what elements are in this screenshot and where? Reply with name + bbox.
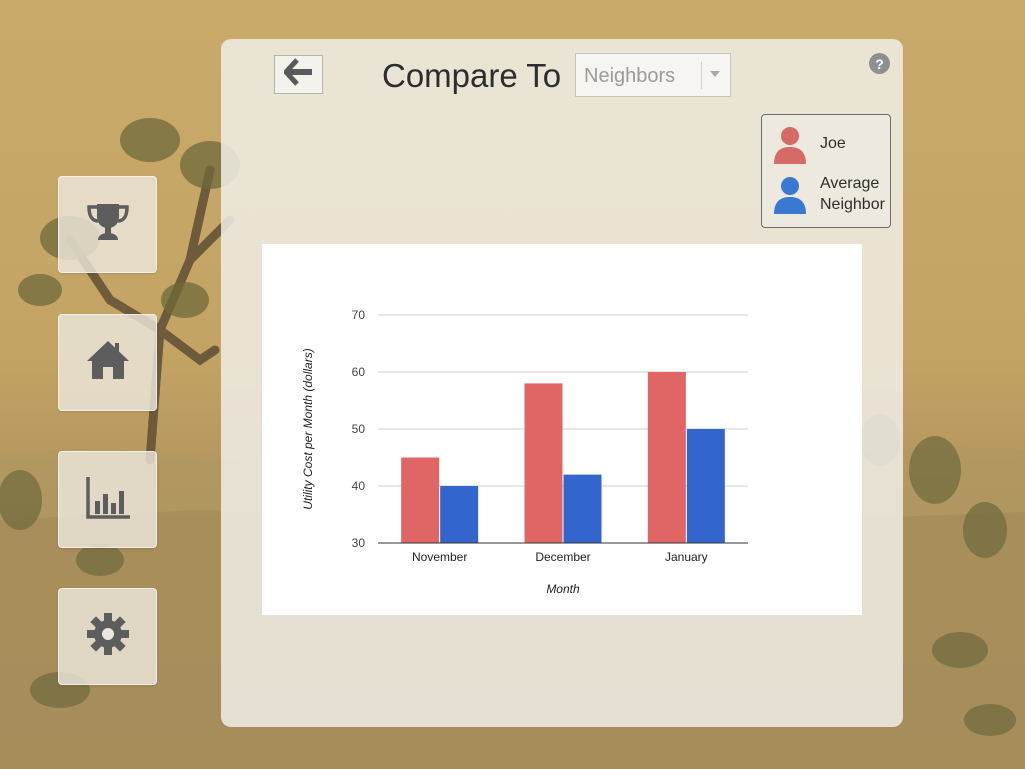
y-tick-label: 60 (352, 365, 366, 379)
legend-label-line1: Average (820, 175, 880, 192)
bar-joe (647, 372, 686, 543)
bar-chart-icon (84, 473, 132, 526)
gear-icon (84, 610, 132, 663)
select-divider (701, 62, 702, 89)
legend-item-joe: Joe (772, 125, 846, 170)
x-tick-label: December (535, 550, 590, 564)
compare-panel: Compare To Neighbors ? Joe (221, 39, 903, 727)
x-tick-label: January (665, 550, 708, 564)
house-icon (84, 336, 132, 389)
legend: Joe Average Neighbor (761, 114, 891, 228)
x-axis-label: Month (546, 582, 580, 596)
legend-label-average-neighbor: Average Neighbor (820, 173, 885, 215)
chart-svg: 30 40 50 60 70 November December January Month Ut… (301, 308, 748, 596)
person-icon (772, 125, 808, 170)
bar-joe (524, 383, 563, 543)
y-tick-label: 40 (352, 479, 366, 493)
legend-label-line2: Neighbor (820, 196, 885, 213)
bar-average-neighbor (563, 474, 602, 543)
x-tick-label: November (412, 550, 467, 564)
home-nav-button[interactable] (58, 314, 157, 411)
trophy-nav-button[interactable] (58, 176, 157, 273)
person-icon (772, 175, 808, 220)
legend-label-joe: Joe (820, 135, 846, 152)
y-tick-label: 50 (352, 422, 366, 436)
y-axis-label: Utility Cost per Month (dollars) (301, 348, 315, 509)
legend-item-average-neighbor: Average Neighbor (772, 175, 885, 220)
y-tick-label: 70 (352, 308, 366, 322)
bar-joe (401, 457, 440, 543)
arrow-left-icon (282, 58, 314, 91)
compare-select[interactable]: Neighbors (575, 53, 731, 97)
help-icon: ? (875, 55, 884, 72)
chevron-down-icon (710, 71, 720, 77)
compare-select-value: Neighbors (584, 65, 676, 87)
settings-nav-button[interactable] (58, 588, 157, 685)
back-button[interactable] (274, 55, 323, 94)
cost-comparison-chart: 30 40 50 60 70 November December January Month Ut… (262, 244, 862, 615)
bar-average-neighbor (686, 429, 725, 543)
compare-to-label: Compare To (382, 57, 562, 94)
y-tick-label: 30 (352, 536, 366, 550)
help-button[interactable]: ? (869, 53, 890, 74)
trophy-icon (84, 198, 132, 251)
stats-nav-button[interactable] (58, 451, 157, 548)
bar-average-neighbor (440, 486, 479, 543)
